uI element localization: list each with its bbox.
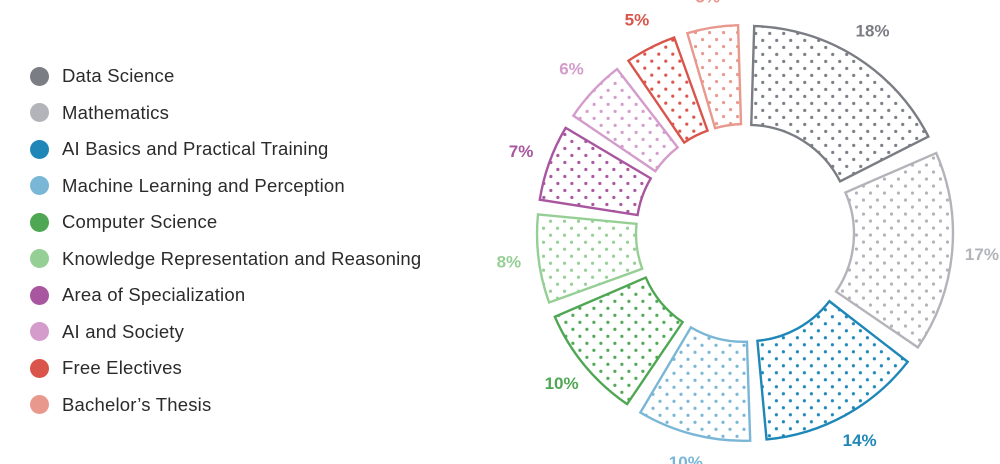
- slice-percent-label: 17%: [965, 245, 999, 264]
- legend-swatch: [30, 358, 49, 378]
- legend-item: Computer Science: [30, 204, 480, 241]
- legend-label: Mathematics: [62, 101, 170, 123]
- donut-chart: 18% 17% 14% 10% 10% 8% 7% 6% 5% 5%: [497, 0, 999, 464]
- legend-swatch: [30, 103, 49, 123]
- legend-label: Computer Science: [62, 211, 218, 233]
- legend-item: Bachelor’s Thesis: [30, 387, 480, 424]
- legend-item: Mathematics: [30, 95, 480, 132]
- legend-swatch: [30, 395, 49, 415]
- legend-swatch: [30, 249, 49, 269]
- legend-item: Machine Learning and Perception: [30, 168, 480, 205]
- slice-percent-label: 7%: [509, 142, 534, 161]
- chart-legend: Data Science Mathematics AI Basics and Pra…: [30, 58, 480, 423]
- legend-label: Machine Learning and Perception: [62, 174, 345, 196]
- legend-swatch: [30, 285, 49, 305]
- legend-item: Area of Specialization: [30, 277, 480, 314]
- legend-label: AI Basics and Practical Training: [62, 138, 329, 160]
- donut-slice: [626, 35, 710, 145]
- legend-swatch: [30, 66, 49, 86]
- legend-item: Free Electives: [30, 350, 480, 387]
- slice-percent-label: 10%: [545, 374, 579, 393]
- legend-label: Knowledge Representation and Reasoning: [62, 247, 422, 269]
- legend-swatch: [30, 139, 49, 159]
- legend-swatch: [30, 322, 49, 342]
- donut-slice: [756, 299, 910, 441]
- legend-swatch: [30, 212, 49, 232]
- donut-slice: [538, 126, 653, 217]
- legend-item: AI and Society: [30, 314, 480, 351]
- legend-label: Data Science: [62, 65, 175, 87]
- donut-slice: [638, 325, 752, 442]
- donut-slice: [750, 24, 930, 183]
- legend-label: Area of Specialization: [62, 284, 246, 306]
- donut-slice: [535, 213, 644, 305]
- slice-percent-label: 18%: [856, 22, 890, 41]
- donut-slice: [553, 275, 685, 406]
- donut-slice: [571, 67, 680, 173]
- slice-percent-label: 5%: [625, 10, 650, 29]
- legend-label: Bachelor’s Thesis: [62, 393, 212, 415]
- slice-percent-label: 10%: [669, 453, 703, 464]
- legend-label: AI and Society: [62, 320, 185, 342]
- slice-percent-label: 6%: [559, 60, 584, 79]
- legend-swatch: [30, 176, 49, 196]
- legend-item: Knowledge Representation and Reasoning: [30, 241, 480, 278]
- legend-label: Free Electives: [62, 357, 183, 379]
- slice-percent-label: 8%: [497, 252, 522, 271]
- slice-percent-label: 5%: [695, 0, 720, 6]
- slice-percent-label: 14%: [843, 431, 877, 450]
- legend-item: AI Basics and Practical Training: [30, 131, 480, 168]
- donut-slice: [834, 151, 955, 350]
- legend-item: Data Science: [30, 58, 480, 95]
- donut-slice: [685, 23, 743, 130]
